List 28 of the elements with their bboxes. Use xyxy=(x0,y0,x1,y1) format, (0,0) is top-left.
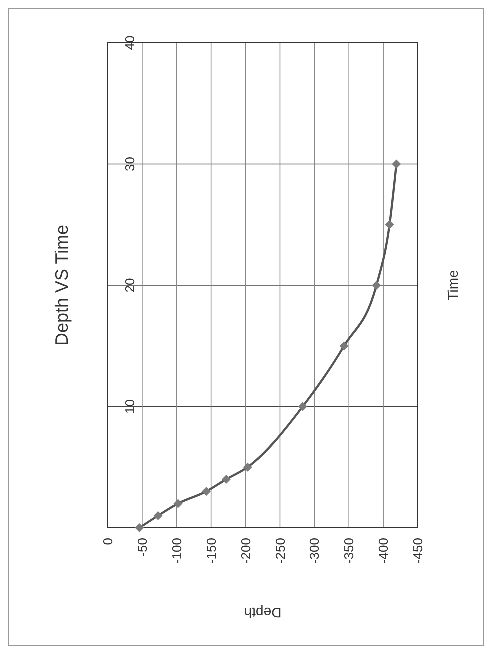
x-axis-title: Depth xyxy=(244,605,282,621)
point xyxy=(372,281,382,290)
x-tick-label: 0 xyxy=(100,538,116,546)
y-axis-title: Time xyxy=(445,270,461,301)
point xyxy=(385,220,394,230)
x-tick-label: -250 xyxy=(272,538,288,564)
y-tick-label: 20 xyxy=(122,278,138,293)
point xyxy=(222,475,231,484)
x-tick-label: -450 xyxy=(410,538,426,564)
x-tick-label: -100 xyxy=(169,538,184,564)
point xyxy=(202,487,212,496)
x-tick-label: -50 xyxy=(134,538,150,557)
point xyxy=(243,462,252,472)
x-tick-label: -350 xyxy=(342,538,357,564)
x-tick-label: -400 xyxy=(376,538,392,564)
y-tick-label: 40 xyxy=(122,36,138,50)
point xyxy=(340,342,349,351)
point xyxy=(298,402,308,412)
text: Depth VS Time xyxy=(52,224,72,346)
y-tick-label: 30 xyxy=(122,157,138,172)
point xyxy=(392,160,402,169)
x-tick-label: -300 xyxy=(307,538,322,564)
y-tick-label: 10 xyxy=(122,400,138,414)
point xyxy=(135,524,144,532)
x-tick-label: -200 xyxy=(238,538,254,564)
point xyxy=(174,499,183,508)
x-tick-label: -150 xyxy=(204,538,219,564)
point xyxy=(154,511,163,520)
